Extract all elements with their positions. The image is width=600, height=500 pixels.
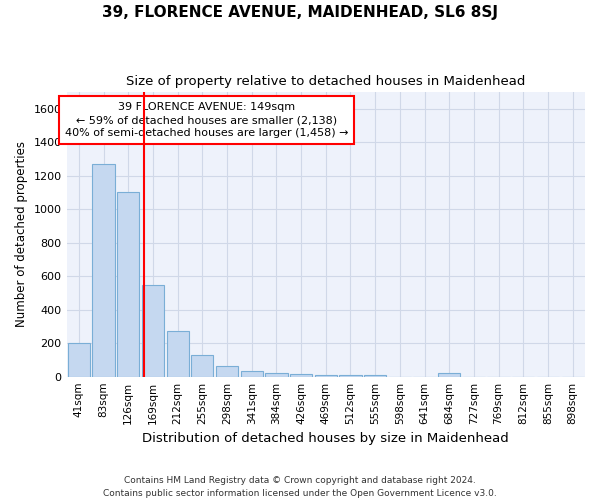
Bar bbox=[340, 375, 362, 376]
Bar bbox=[167, 332, 189, 376]
Y-axis label: Number of detached properties: Number of detached properties bbox=[15, 142, 28, 328]
Text: 39, FLORENCE AVENUE, MAIDENHEAD, SL6 8SJ: 39, FLORENCE AVENUE, MAIDENHEAD, SL6 8SJ bbox=[102, 5, 498, 20]
Bar bbox=[117, 192, 139, 376]
Title: Size of property relative to detached houses in Maidenhead: Size of property relative to detached ho… bbox=[126, 75, 526, 88]
Bar bbox=[142, 284, 164, 376]
Bar bbox=[191, 355, 214, 376]
Bar bbox=[241, 371, 263, 376]
Bar bbox=[216, 366, 238, 376]
Bar bbox=[265, 374, 287, 376]
Text: Contains HM Land Registry data © Crown copyright and database right 2024.
Contai: Contains HM Land Registry data © Crown c… bbox=[103, 476, 497, 498]
Bar bbox=[314, 375, 337, 376]
Bar bbox=[364, 375, 386, 376]
Bar bbox=[290, 374, 312, 376]
X-axis label: Distribution of detached houses by size in Maidenhead: Distribution of detached houses by size … bbox=[142, 432, 509, 445]
Bar bbox=[68, 343, 90, 376]
Bar bbox=[92, 164, 115, 376]
Text: 39 FLORENCE AVENUE: 149sqm
← 59% of detached houses are smaller (2,138)
40% of s: 39 FLORENCE AVENUE: 149sqm ← 59% of deta… bbox=[65, 102, 348, 139]
Bar bbox=[438, 374, 460, 376]
